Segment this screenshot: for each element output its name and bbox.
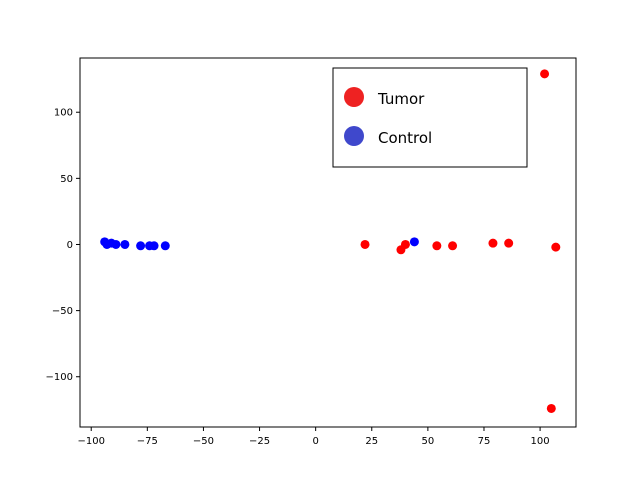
data-point-control bbox=[160, 241, 170, 251]
x-tick-label: −50 bbox=[193, 436, 214, 447]
x-tick-label: 25 bbox=[365, 436, 378, 447]
legend-label-tumor: Tumor bbox=[377, 90, 425, 108]
data-point-control bbox=[409, 237, 419, 247]
x-tick-label: −75 bbox=[137, 436, 158, 447]
x-tick-label: −100 bbox=[77, 436, 104, 447]
x-tick-label: 100 bbox=[531, 436, 550, 447]
data-point-tumor bbox=[488, 238, 498, 248]
data-point-tumor bbox=[448, 241, 458, 251]
y-tick-label: −100 bbox=[46, 372, 73, 383]
data-point-tumor bbox=[400, 239, 410, 249]
data-points bbox=[100, 69, 561, 413]
x-tick-label: 0 bbox=[312, 436, 318, 447]
legend-marker-control bbox=[344, 126, 364, 146]
data-point-control bbox=[149, 241, 159, 251]
data-point-tumor bbox=[551, 242, 561, 252]
y-tick-label: 100 bbox=[54, 108, 73, 119]
x-tick-label: −25 bbox=[249, 436, 270, 447]
legend-marker-tumor bbox=[344, 87, 364, 107]
data-point-control bbox=[111, 239, 121, 249]
data-point-tumor bbox=[546, 403, 556, 413]
y-axis: −100 −50 0 50 100 bbox=[46, 108, 80, 383]
data-point-tumor bbox=[432, 241, 442, 251]
x-tick-label: 50 bbox=[422, 436, 435, 447]
y-tick-label: 50 bbox=[60, 174, 73, 185]
legend-frame bbox=[332, 67, 528, 168]
x-axis: −100 −75 −50 −25 0 25 50 75 100 bbox=[77, 427, 550, 447]
data-point-tumor bbox=[540, 69, 550, 79]
x-tick-label: 75 bbox=[478, 436, 491, 447]
legend-label-control: Control bbox=[378, 129, 432, 147]
y-tick-label: −50 bbox=[52, 306, 73, 317]
data-point-tumor bbox=[504, 238, 514, 248]
data-point-tumor bbox=[360, 239, 370, 249]
plot-frame bbox=[79, 57, 577, 428]
data-point-control bbox=[120, 239, 130, 249]
legend: Tumor Control bbox=[332, 67, 528, 168]
y-tick-label: 0 bbox=[67, 240, 73, 251]
data-point-control bbox=[136, 241, 146, 251]
